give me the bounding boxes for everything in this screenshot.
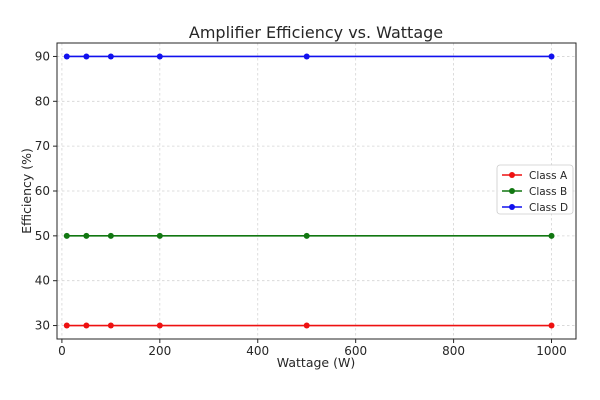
data-point-class-a: [548, 322, 555, 329]
data-point-class-b: [548, 232, 555, 239]
y-tick-label: 70: [35, 139, 50, 153]
y-tick-label: 60: [35, 184, 50, 198]
series-class-a: [63, 322, 555, 329]
data-point-class-a: [303, 322, 310, 329]
data-point-class-b: [303, 232, 310, 239]
y-tick-label: 30: [35, 319, 50, 333]
y-tick-label: 50: [35, 229, 50, 243]
data-point-class-a: [63, 322, 70, 329]
data-point-class-a: [83, 322, 90, 329]
data-point-class-d: [63, 53, 70, 60]
data-point-class-b: [107, 232, 114, 239]
x-tick-label: 400: [246, 344, 269, 358]
x-tick-label: 600: [344, 344, 367, 358]
legend-box: [496, 164, 574, 215]
series-class-b: [63, 232, 555, 239]
y-tick-label: 40: [35, 274, 50, 288]
x-tick-label: 800: [442, 344, 465, 358]
x-axis-label: Wattage (W): [277, 355, 355, 370]
legend-marker-class-a: [509, 172, 515, 178]
data-point-class-d: [548, 53, 555, 60]
legend: Class A Class B Class D: [496, 164, 574, 215]
data-point-class-a: [107, 322, 114, 329]
data-point-class-a: [156, 322, 163, 329]
y-tick-label: 80: [35, 94, 50, 108]
data-point-class-b: [156, 232, 163, 239]
y-axis-label: Efficiency (%): [19, 148, 34, 234]
data-point-class-d: [107, 53, 114, 60]
chart-title: Amplifier Efficiency vs. Wattage: [189, 23, 443, 42]
x-tick-label: 200: [148, 344, 171, 358]
axis-ticks: 0 200 400 600 800 1000 30 40 50 60 70 80 90: [35, 49, 567, 358]
legend-label-class-d: Class D: [529, 202, 568, 214]
y-tick-label: 90: [35, 49, 50, 63]
legend-label-class-b: Class B: [529, 186, 567, 198]
legend-marker-class-d: [509, 204, 515, 210]
x-tick-label: 0: [58, 344, 66, 358]
series-layer: [63, 53, 555, 329]
data-point-class-d: [83, 53, 90, 60]
data-point-class-b: [63, 232, 70, 239]
legend-marker-class-b: [509, 188, 515, 194]
series-class-d: [63, 53, 555, 60]
legend-label-class-a: Class A: [529, 170, 568, 182]
x-tick-label: 1000: [536, 344, 567, 358]
data-point-class-d: [303, 53, 310, 60]
data-point-class-b: [83, 232, 90, 239]
data-point-class-d: [156, 53, 163, 60]
